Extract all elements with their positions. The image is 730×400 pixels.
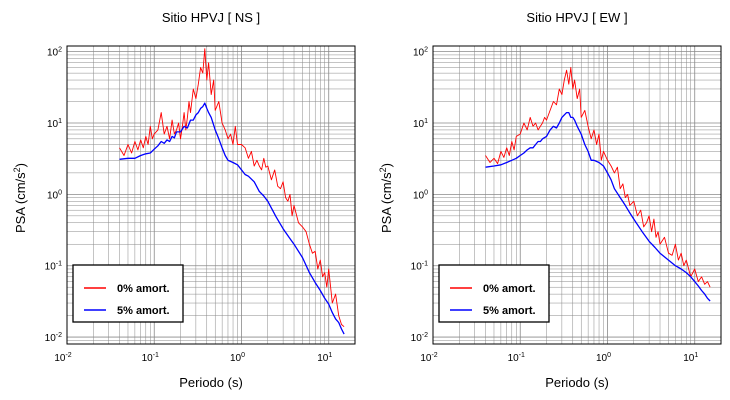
y-tick-label: 101	[47, 118, 62, 130]
y-tick-label: 10-1	[411, 261, 428, 273]
series-line-5pct	[485, 111, 711, 302]
legend-label-0: 0% amort.	[117, 283, 170, 295]
series-group	[119, 48, 345, 335]
x-tick-labels: 10-2 10-1 100 101	[54, 352, 332, 364]
legend: 0% amort. 5% amort.	[72, 264, 184, 323]
y-tick-labels: 10-2 10-1 100 101 102	[45, 47, 62, 344]
y-axis-label-main: PSA (cm/s	[379, 172, 394, 233]
x-axis-label: Periodo (s)	[179, 375, 243, 390]
plot-frame	[432, 45, 722, 345]
x-tick-label: 101	[683, 352, 698, 364]
legend-label-1: 5% amort.	[117, 305, 170, 317]
grid	[432, 46, 722, 345]
y-axis-label: PSA (cm/s2)	[378, 163, 394, 233]
x-tick-label: 101	[317, 352, 332, 364]
y-tick-label: 100	[413, 189, 428, 201]
y-axis-label-sup: 2	[12, 167, 22, 172]
y-axis-label: PSA (cm/s2)	[12, 163, 28, 233]
x-tick-label: 10-2	[420, 352, 437, 364]
x-axis-label: Periodo (s)	[545, 375, 609, 390]
series-line-0pct	[485, 67, 711, 288]
legend-box	[72, 264, 184, 323]
y-axis-label-main: PSA (cm/s	[13, 172, 28, 233]
chart-ew: Sitio HPVJ [ EW ] 10-2 10-1 100 101 10-210-…	[378, 10, 722, 390]
chart-title: Sitio HPVJ [ EW ]	[526, 10, 627, 25]
y-tick-label: 101	[413, 118, 428, 130]
legend-label-0: 0% amort.	[483, 283, 536, 295]
x-tick-labels: 10-2 10-1 100 101	[420, 352, 698, 364]
plot-frame	[66, 45, 356, 345]
grid	[66, 46, 356, 345]
series-line-5pct	[119, 102, 345, 335]
legend-label-1: 5% amort.	[483, 305, 536, 317]
y-tick-label: 100	[47, 189, 62, 201]
y-tick-label: 10-2	[45, 332, 62, 344]
y-tick-label: 10-2	[411, 332, 428, 344]
y-axis-label-end: )	[13, 163, 28, 167]
y-axis-label-sup: 2	[378, 167, 388, 172]
y-tick-label: 10-1	[45, 261, 62, 273]
x-tick-label: 10-2	[54, 352, 71, 364]
y-tick-labels: 10-2 10-1 100 101 102	[411, 47, 428, 344]
y-axis-label-end: )	[379, 163, 394, 167]
series-line-0pct	[119, 48, 345, 328]
chart-ns: Sitio HPVJ [ NS ] 10-2 10-1 100 101 10-210-…	[12, 10, 356, 390]
x-tick-label: 10-1	[508, 352, 525, 364]
legend-box	[438, 264, 550, 323]
legend: 0% amort. 5% amort.	[438, 264, 550, 323]
x-tick-label: 10-1	[142, 352, 159, 364]
y-tick-label: 102	[413, 47, 428, 59]
x-tick-label: 100	[596, 352, 611, 364]
series-group	[485, 67, 711, 302]
x-tick-label: 100	[230, 352, 245, 364]
y-tick-label: 102	[47, 47, 62, 59]
chart-title: Sitio HPVJ [ NS ]	[162, 10, 260, 25]
